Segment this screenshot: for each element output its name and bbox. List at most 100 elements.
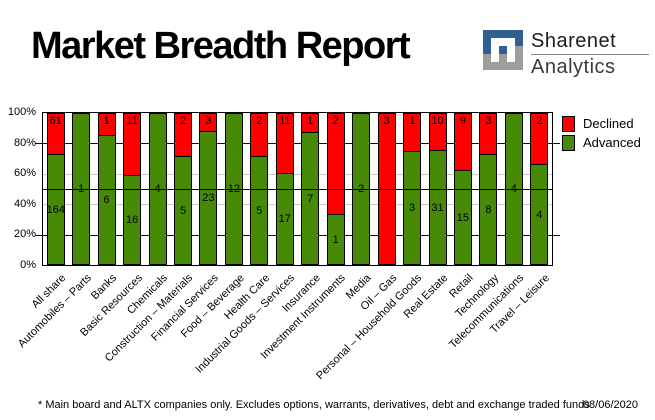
advanced-value: 4	[536, 208, 543, 221]
declined-value: 2	[179, 115, 187, 127]
advanced-segment: 4	[504, 113, 523, 265]
advanced-segment: 1	[72, 113, 91, 265]
advanced-segment: 16	[123, 175, 142, 265]
advanced-segment: 5	[250, 156, 269, 265]
bar-basic-resources: 11 16	[123, 113, 142, 265]
declined-segment: 3	[479, 113, 498, 154]
declined-segment: 1	[97, 113, 116, 135]
advanced-value: 164	[46, 203, 65, 216]
advanced-value: 4	[510, 183, 517, 195]
declined-value: 1	[103, 115, 110, 127]
advanced-segment: 1	[326, 214, 345, 265]
legend-label: Advanced	[583, 135, 641, 150]
advanced-value: 1	[332, 233, 339, 246]
y-tick-80: 80%	[13, 137, 36, 149]
advanced-value: 1	[78, 183, 85, 195]
declined-value: 2	[536, 115, 543, 127]
declined-segment: 61	[46, 113, 65, 154]
declined-segment: 9	[453, 113, 472, 170]
declined-segment: 11	[275, 113, 294, 173]
gridline-40	[43, 204, 552, 205]
advanced-segment: 15	[453, 170, 472, 265]
declined-segment: 2	[530, 113, 549, 164]
advanced-segment: 2	[352, 113, 371, 265]
advanced-segment: 17	[275, 173, 294, 265]
advanced-segment: 8	[479, 154, 498, 265]
advanced-value: 2	[358, 183, 365, 195]
y-tick-0: 0%	[20, 259, 36, 271]
declined-value: 2	[332, 115, 339, 127]
advanced-value: 4	[154, 183, 161, 195]
y-tick-20: 20%	[13, 228, 36, 240]
bar-real-estate: 10 31	[428, 113, 447, 265]
declined-value: 3	[485, 115, 492, 127]
advanced-value: 23	[202, 192, 215, 204]
advanced-value: 6	[103, 194, 110, 206]
declined-segment: 10	[428, 113, 447, 150]
logo-divider	[531, 54, 649, 55]
logo-text: Sharenet Analytics	[531, 29, 649, 79]
bar-food-beverage: 12	[224, 113, 243, 265]
declined-value: 3	[205, 115, 212, 127]
bar-telecommunications: 4	[504, 113, 523, 265]
bar-financial-services: 3 23	[199, 113, 218, 265]
declined-value: 61	[49, 115, 62, 127]
page-title: Market Breadth Report	[31, 25, 411, 67]
footnote: * Main board and ALTX companies only. Ex…	[38, 399, 590, 411]
gridline-60	[43, 174, 552, 175]
advanced-segment: 12	[224, 113, 243, 265]
legend-label: Declined	[583, 116, 634, 131]
y-tick-60: 60%	[13, 167, 36, 179]
declined-value: 10	[431, 115, 444, 127]
advanced-value: 15	[456, 211, 470, 224]
gridline-80	[35, 143, 560, 144]
declined-value: 1	[307, 115, 314, 127]
advanced-value: 17	[278, 213, 291, 225]
declined-value: 1	[408, 115, 416, 127]
report-date: 08/06/2020	[582, 399, 638, 411]
advanced-segment: 31	[428, 150, 447, 265]
y-tick-40: 40%	[13, 198, 36, 210]
declined-segment: 2	[250, 113, 269, 156]
advanced-segment: 3	[403, 151, 421, 265]
advanced-value: 3	[408, 202, 416, 214]
declined-segment: 1	[403, 113, 421, 151]
advanced-swatch	[562, 135, 575, 151]
advanced-value: 8	[485, 203, 492, 216]
advanced-segment: 5	[174, 156, 192, 265]
advanced-segment: 164	[47, 154, 65, 265]
declined-segment: 2	[174, 113, 192, 156]
legend-item-declined: Declined	[562, 116, 641, 132]
advanced-value: 5	[179, 204, 187, 217]
bar-media: 2	[352, 113, 371, 265]
gridline-20	[35, 235, 560, 236]
advanced-value: 12	[227, 183, 241, 195]
advanced-segment: 7	[301, 132, 320, 265]
declined-value: 11	[126, 115, 138, 127]
declined-value: 2	[256, 115, 263, 127]
advanced-value: 16	[125, 214, 139, 226]
gridline-50	[43, 189, 552, 190]
declined-segment: 2	[326, 113, 345, 214]
bar-chemicals: 4	[148, 113, 167, 265]
sharenet-logo-icon	[483, 30, 523, 70]
advanced-value: 5	[256, 204, 263, 217]
advanced-value: 7	[307, 192, 314, 205]
declined-swatch	[562, 116, 575, 132]
declined-value: 9	[459, 115, 466, 127]
legend-item-advanced: Advanced	[562, 135, 641, 151]
advanced-value: 31	[431, 201, 444, 214]
declined-value: 3	[383, 115, 390, 127]
advanced-segment: 4	[148, 113, 167, 265]
chart-legend: Declined Advanced	[562, 116, 641, 154]
bar-automobiles-parts: 1	[72, 113, 91, 265]
bar-all-share: 61 164	[47, 113, 65, 265]
y-tick-100: 100%	[7, 106, 36, 118]
logo-brand-sub: Analytics	[531, 56, 616, 78]
